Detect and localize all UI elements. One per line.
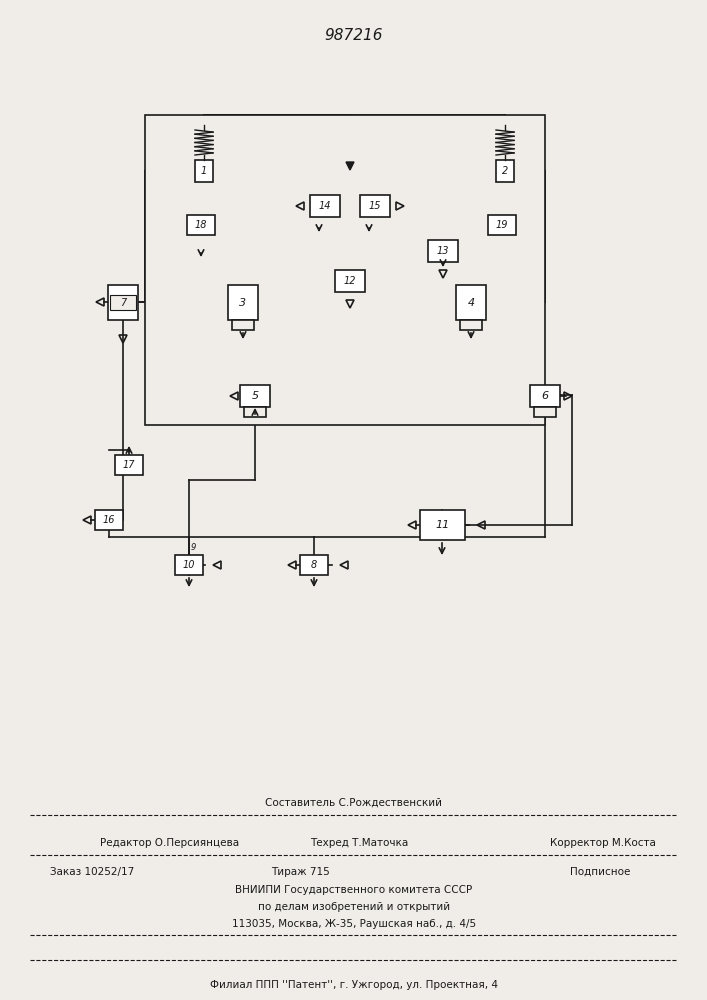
FancyBboxPatch shape (115, 455, 143, 475)
FancyBboxPatch shape (534, 407, 556, 417)
Text: 18: 18 (194, 220, 207, 230)
Text: Корректор М.Коста: Корректор М.Коста (550, 838, 656, 848)
FancyBboxPatch shape (232, 320, 254, 330)
Text: 11: 11 (436, 520, 450, 530)
Text: ВНИИПИ Государственного комитета СССР: ВНИИПИ Государственного комитета СССР (235, 885, 472, 895)
FancyBboxPatch shape (108, 285, 138, 320)
Text: 7: 7 (120, 298, 126, 308)
Text: Редактор О.Персиянцева: Редактор О.Персиянцева (100, 838, 239, 848)
Text: Техред Т.Маточка: Техред Т.Маточка (310, 838, 408, 848)
Text: 16: 16 (103, 515, 115, 525)
FancyBboxPatch shape (244, 407, 266, 417)
Text: 8: 8 (311, 560, 317, 570)
FancyBboxPatch shape (175, 555, 203, 575)
Text: 987216: 987216 (325, 27, 383, 42)
Text: Составитель С.Рождественский: Составитель С.Рождественский (266, 798, 443, 808)
Text: 12: 12 (344, 276, 356, 286)
FancyBboxPatch shape (110, 295, 136, 310)
FancyBboxPatch shape (300, 555, 328, 575)
Text: 113035, Москва, Ж-35, Раушская наб., д. 4/5: 113035, Москва, Ж-35, Раушская наб., д. … (232, 919, 476, 929)
FancyBboxPatch shape (456, 285, 486, 320)
Text: 5: 5 (252, 391, 259, 401)
Text: Подписное: Подписное (570, 867, 631, 877)
FancyBboxPatch shape (496, 160, 514, 182)
FancyBboxPatch shape (95, 510, 123, 530)
Text: Заказ 10252/17: Заказ 10252/17 (50, 867, 134, 877)
Text: 19: 19 (496, 220, 508, 230)
Text: Филиал ППП ''Патент'', г. Ужгород, ул. Проектная, 4: Филиал ППП ''Патент'', г. Ужгород, ул. П… (210, 980, 498, 990)
Text: 3: 3 (240, 298, 247, 308)
Text: 9: 9 (190, 542, 196, 552)
FancyBboxPatch shape (187, 215, 215, 235)
Text: 15: 15 (369, 201, 381, 211)
FancyBboxPatch shape (240, 385, 270, 407)
FancyBboxPatch shape (195, 160, 213, 182)
FancyBboxPatch shape (428, 240, 458, 262)
Text: 17: 17 (123, 460, 135, 470)
FancyBboxPatch shape (420, 510, 465, 540)
FancyBboxPatch shape (530, 385, 560, 407)
Text: 4: 4 (467, 298, 474, 308)
Text: 14: 14 (319, 201, 332, 211)
Text: 1: 1 (201, 166, 207, 176)
FancyBboxPatch shape (145, 115, 545, 425)
FancyBboxPatch shape (310, 195, 340, 217)
Text: 13: 13 (437, 246, 449, 256)
FancyBboxPatch shape (228, 285, 258, 320)
Text: 10: 10 (182, 560, 195, 570)
Text: 2: 2 (502, 166, 508, 176)
Text: 6: 6 (542, 391, 549, 401)
Text: Тираж 715: Тираж 715 (271, 867, 329, 877)
FancyBboxPatch shape (360, 195, 390, 217)
Polygon shape (346, 162, 354, 170)
FancyBboxPatch shape (460, 320, 482, 330)
FancyBboxPatch shape (335, 270, 365, 292)
FancyBboxPatch shape (488, 215, 516, 235)
Text: по делам изобретений и открытий: по делам изобретений и открытий (258, 902, 450, 912)
